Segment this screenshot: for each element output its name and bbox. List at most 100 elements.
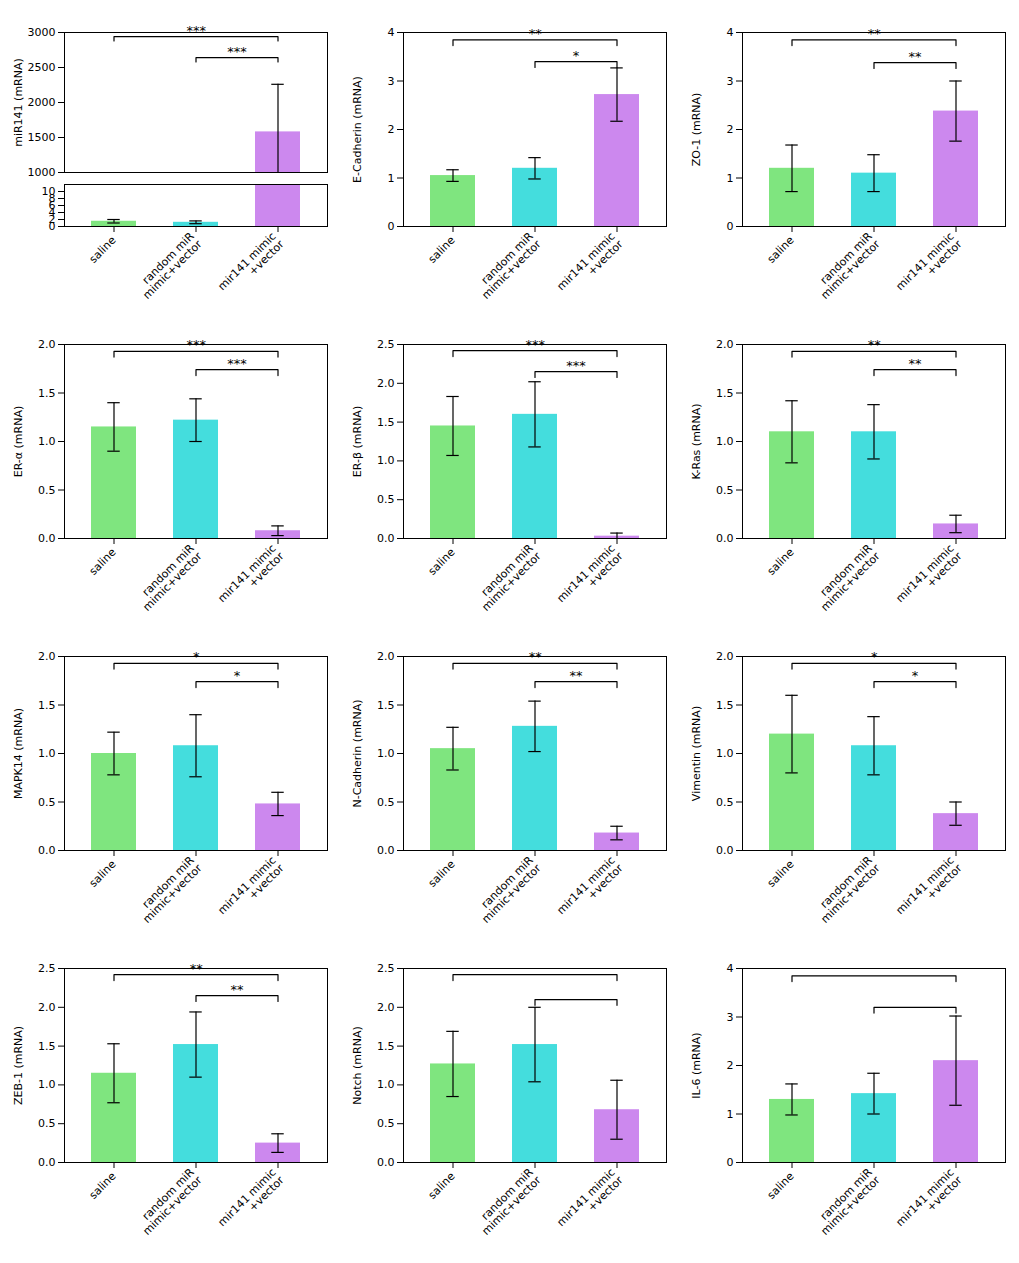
- svg-text:***: ***: [227, 44, 247, 59]
- svg-text:random miRmimic+vector: random miRmimic+vector: [811, 1166, 883, 1238]
- svg-text:1.0: 1.0: [377, 747, 395, 760]
- svg-text:saline: saline: [426, 858, 458, 890]
- svg-text:1.5: 1.5: [716, 387, 734, 400]
- svg-text:ER-β (mRNA): ER-β (mRNA): [351, 406, 364, 477]
- svg-text:2000: 2000: [28, 96, 56, 109]
- svg-text:1.5: 1.5: [377, 416, 395, 429]
- svg-text:0.5: 0.5: [377, 796, 395, 809]
- svg-text:0.5: 0.5: [377, 493, 395, 506]
- svg-text:0.0: 0.0: [377, 532, 395, 545]
- svg-text:random miRmimic+vector: random miRmimic+vector: [472, 230, 544, 302]
- svg-text:**: **: [529, 649, 543, 664]
- svg-text:mir141 mimic+vector: mir141 mimic+vector: [216, 1166, 287, 1237]
- svg-text:2.5: 2.5: [38, 962, 56, 975]
- svg-text:1.5: 1.5: [38, 1040, 56, 1053]
- svg-text:*: *: [912, 668, 919, 683]
- svg-text:4: 4: [727, 962, 734, 975]
- svg-text:1.0: 1.0: [716, 747, 734, 760]
- svg-text:2.5: 2.5: [377, 962, 395, 975]
- svg-text:0.0: 0.0: [377, 844, 395, 857]
- svg-text:2: 2: [727, 1059, 734, 1072]
- svg-text:random miRmimic+vector: random miRmimic+vector: [472, 854, 544, 926]
- svg-text:random miRmimic+vector: random miRmimic+vector: [133, 1166, 205, 1238]
- svg-text:**: **: [909, 356, 923, 371]
- svg-text:E-Cadherin (mRNA): E-Cadherin (mRNA): [351, 76, 364, 183]
- svg-text:2.0: 2.0: [377, 377, 395, 390]
- svg-text:mir141 mimic+vector: mir141 mimic+vector: [216, 542, 287, 613]
- svg-text:**: **: [868, 337, 882, 352]
- svg-text:Vimentin (mRNA): Vimentin (mRNA): [690, 706, 703, 801]
- svg-text:2.0: 2.0: [716, 338, 734, 351]
- svg-text:saline: saline: [765, 1170, 797, 1202]
- svg-text:**: **: [570, 668, 584, 683]
- svg-text:0.5: 0.5: [716, 796, 734, 809]
- svg-text:1500: 1500: [28, 131, 56, 144]
- svg-text:0.0: 0.0: [716, 844, 734, 857]
- svg-text:Notch (mRNA): Notch (mRNA): [351, 1026, 364, 1104]
- svg-text:mir141 mimic+vector: mir141 mimic+vector: [555, 854, 626, 925]
- svg-text:*: *: [193, 649, 200, 664]
- svg-text:saline: saline: [765, 234, 797, 266]
- svg-text:***: ***: [566, 358, 586, 373]
- svg-text:ZO-1 (mRNA): ZO-1 (mRNA): [690, 93, 703, 167]
- svg-text:**: **: [190, 961, 204, 976]
- svg-text:mir141 mimic+vector: mir141 mimic+vector: [894, 854, 965, 925]
- svg-text:mir141 mimic+vector: mir141 mimic+vector: [555, 230, 626, 301]
- svg-text:***: ***: [525, 337, 545, 352]
- svg-text:0.0: 0.0: [38, 844, 56, 857]
- svg-text:2: 2: [727, 123, 734, 136]
- svg-text:1.5: 1.5: [38, 699, 56, 712]
- svg-text:1.5: 1.5: [38, 387, 56, 400]
- svg-text:1: 1: [727, 1108, 734, 1121]
- svg-text:*: *: [573, 48, 580, 63]
- svg-text:4: 4: [727, 26, 734, 39]
- svg-text:2.0: 2.0: [38, 1001, 56, 1014]
- svg-text:ZEB-1 (mRNA): ZEB-1 (mRNA): [12, 1026, 25, 1105]
- svg-text:1.5: 1.5: [377, 1040, 395, 1053]
- svg-text:mir141 mimic+vector: mir141 mimic+vector: [555, 542, 626, 613]
- svg-text:2.0: 2.0: [377, 1001, 395, 1014]
- svg-text:ER-α (mRNA): ER-α (mRNA): [12, 406, 25, 478]
- svg-text:IL-6 (mRNA): IL-6 (mRNA): [690, 1032, 703, 1098]
- svg-text:1.5: 1.5: [377, 699, 395, 712]
- svg-text:saline: saline: [426, 546, 458, 578]
- svg-text:random miRmimic+vector: random miRmimic+vector: [472, 1166, 544, 1238]
- svg-text:0.5: 0.5: [377, 1117, 395, 1130]
- svg-text:0.0: 0.0: [38, 532, 56, 545]
- svg-text:0.5: 0.5: [38, 484, 56, 497]
- svg-text:3: 3: [388, 75, 395, 88]
- svg-text:saline: saline: [765, 546, 797, 578]
- svg-text:saline: saline: [87, 858, 119, 890]
- svg-text:saline: saline: [87, 546, 119, 578]
- svg-text:1.5: 1.5: [716, 699, 734, 712]
- svg-text:0.0: 0.0: [38, 1156, 56, 1169]
- svg-text:1: 1: [727, 172, 734, 185]
- svg-text:3: 3: [727, 75, 734, 88]
- svg-text:0.5: 0.5: [38, 1117, 56, 1130]
- svg-text:random miRmimic+vector: random miRmimic+vector: [133, 854, 205, 926]
- svg-text:*: *: [234, 668, 241, 683]
- svg-text:random miRmimic+vector: random miRmimic+vector: [811, 854, 883, 926]
- svg-text:saline: saline: [426, 1170, 458, 1202]
- svg-text:0: 0: [388, 220, 395, 233]
- svg-text:random miRmimic+vector: random miRmimic+vector: [133, 230, 205, 302]
- svg-text:saline: saline: [426, 234, 458, 266]
- svg-text:saline: saline: [87, 234, 119, 266]
- svg-text:random miRmimic+vector: random miRmimic+vector: [472, 542, 544, 614]
- svg-text:mir141 mimic+vector: mir141 mimic+vector: [216, 230, 287, 301]
- svg-text:1: 1: [388, 172, 395, 185]
- svg-text:mir141 mimic+vector: mir141 mimic+vector: [216, 854, 287, 925]
- svg-text:2: 2: [388, 123, 395, 136]
- svg-text:1.0: 1.0: [377, 454, 395, 467]
- svg-text:2.0: 2.0: [38, 338, 56, 351]
- svg-text:mir141 mimic+vector: mir141 mimic+vector: [894, 230, 965, 301]
- svg-text:***: ***: [186, 23, 206, 38]
- svg-text:miR141 (mRNA): miR141 (mRNA): [12, 58, 25, 147]
- svg-text:mir141 mimic+vector: mir141 mimic+vector: [555, 1166, 626, 1237]
- svg-text:2500: 2500: [28, 61, 56, 74]
- svg-text:**: **: [868, 26, 882, 41]
- svg-text:1.0: 1.0: [716, 435, 734, 448]
- svg-text:**: **: [529, 26, 543, 41]
- svg-text:N-Cadherin (mRNA): N-Cadherin (mRNA): [351, 699, 364, 807]
- svg-text:2.5: 2.5: [377, 338, 395, 351]
